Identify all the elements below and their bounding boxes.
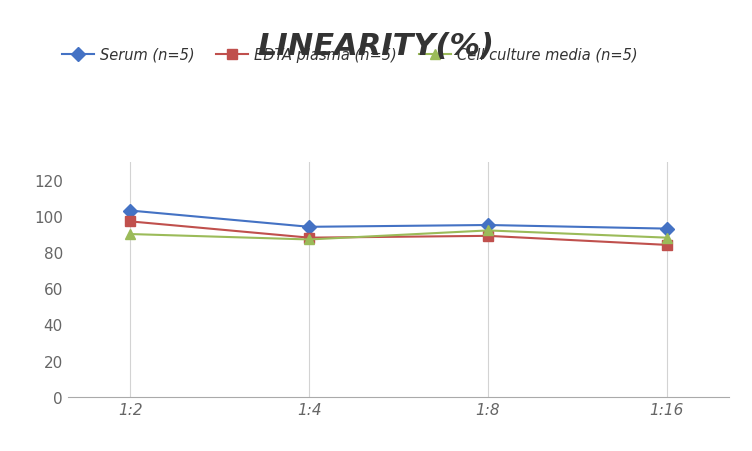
Line: Serum (n=5): Serum (n=5) xyxy=(126,206,672,234)
Cell culture media (n=5) xyxy=(126,232,135,237)
EDTA plasma (n=5) xyxy=(484,234,493,239)
EDTA plasma (n=5) xyxy=(663,243,672,248)
Serum (n=5) xyxy=(484,223,493,228)
Cell culture media (n=5) xyxy=(305,237,314,243)
EDTA plasma (n=5) xyxy=(126,219,135,225)
Cell culture media (n=5) xyxy=(663,235,672,241)
Serum (n=5) xyxy=(126,208,135,214)
Line: EDTA plasma (n=5): EDTA plasma (n=5) xyxy=(126,217,672,250)
Text: LINEARITY(%): LINEARITY(%) xyxy=(257,32,495,60)
Legend: Serum (n=5), EDTA plasma (n=5), Cell culture media (n=5): Serum (n=5), EDTA plasma (n=5), Cell cul… xyxy=(62,48,637,63)
Line: Cell culture media (n=5): Cell culture media (n=5) xyxy=(126,226,672,245)
EDTA plasma (n=5) xyxy=(305,235,314,241)
Serum (n=5) xyxy=(663,226,672,232)
Serum (n=5) xyxy=(305,225,314,230)
Cell culture media (n=5) xyxy=(484,228,493,234)
